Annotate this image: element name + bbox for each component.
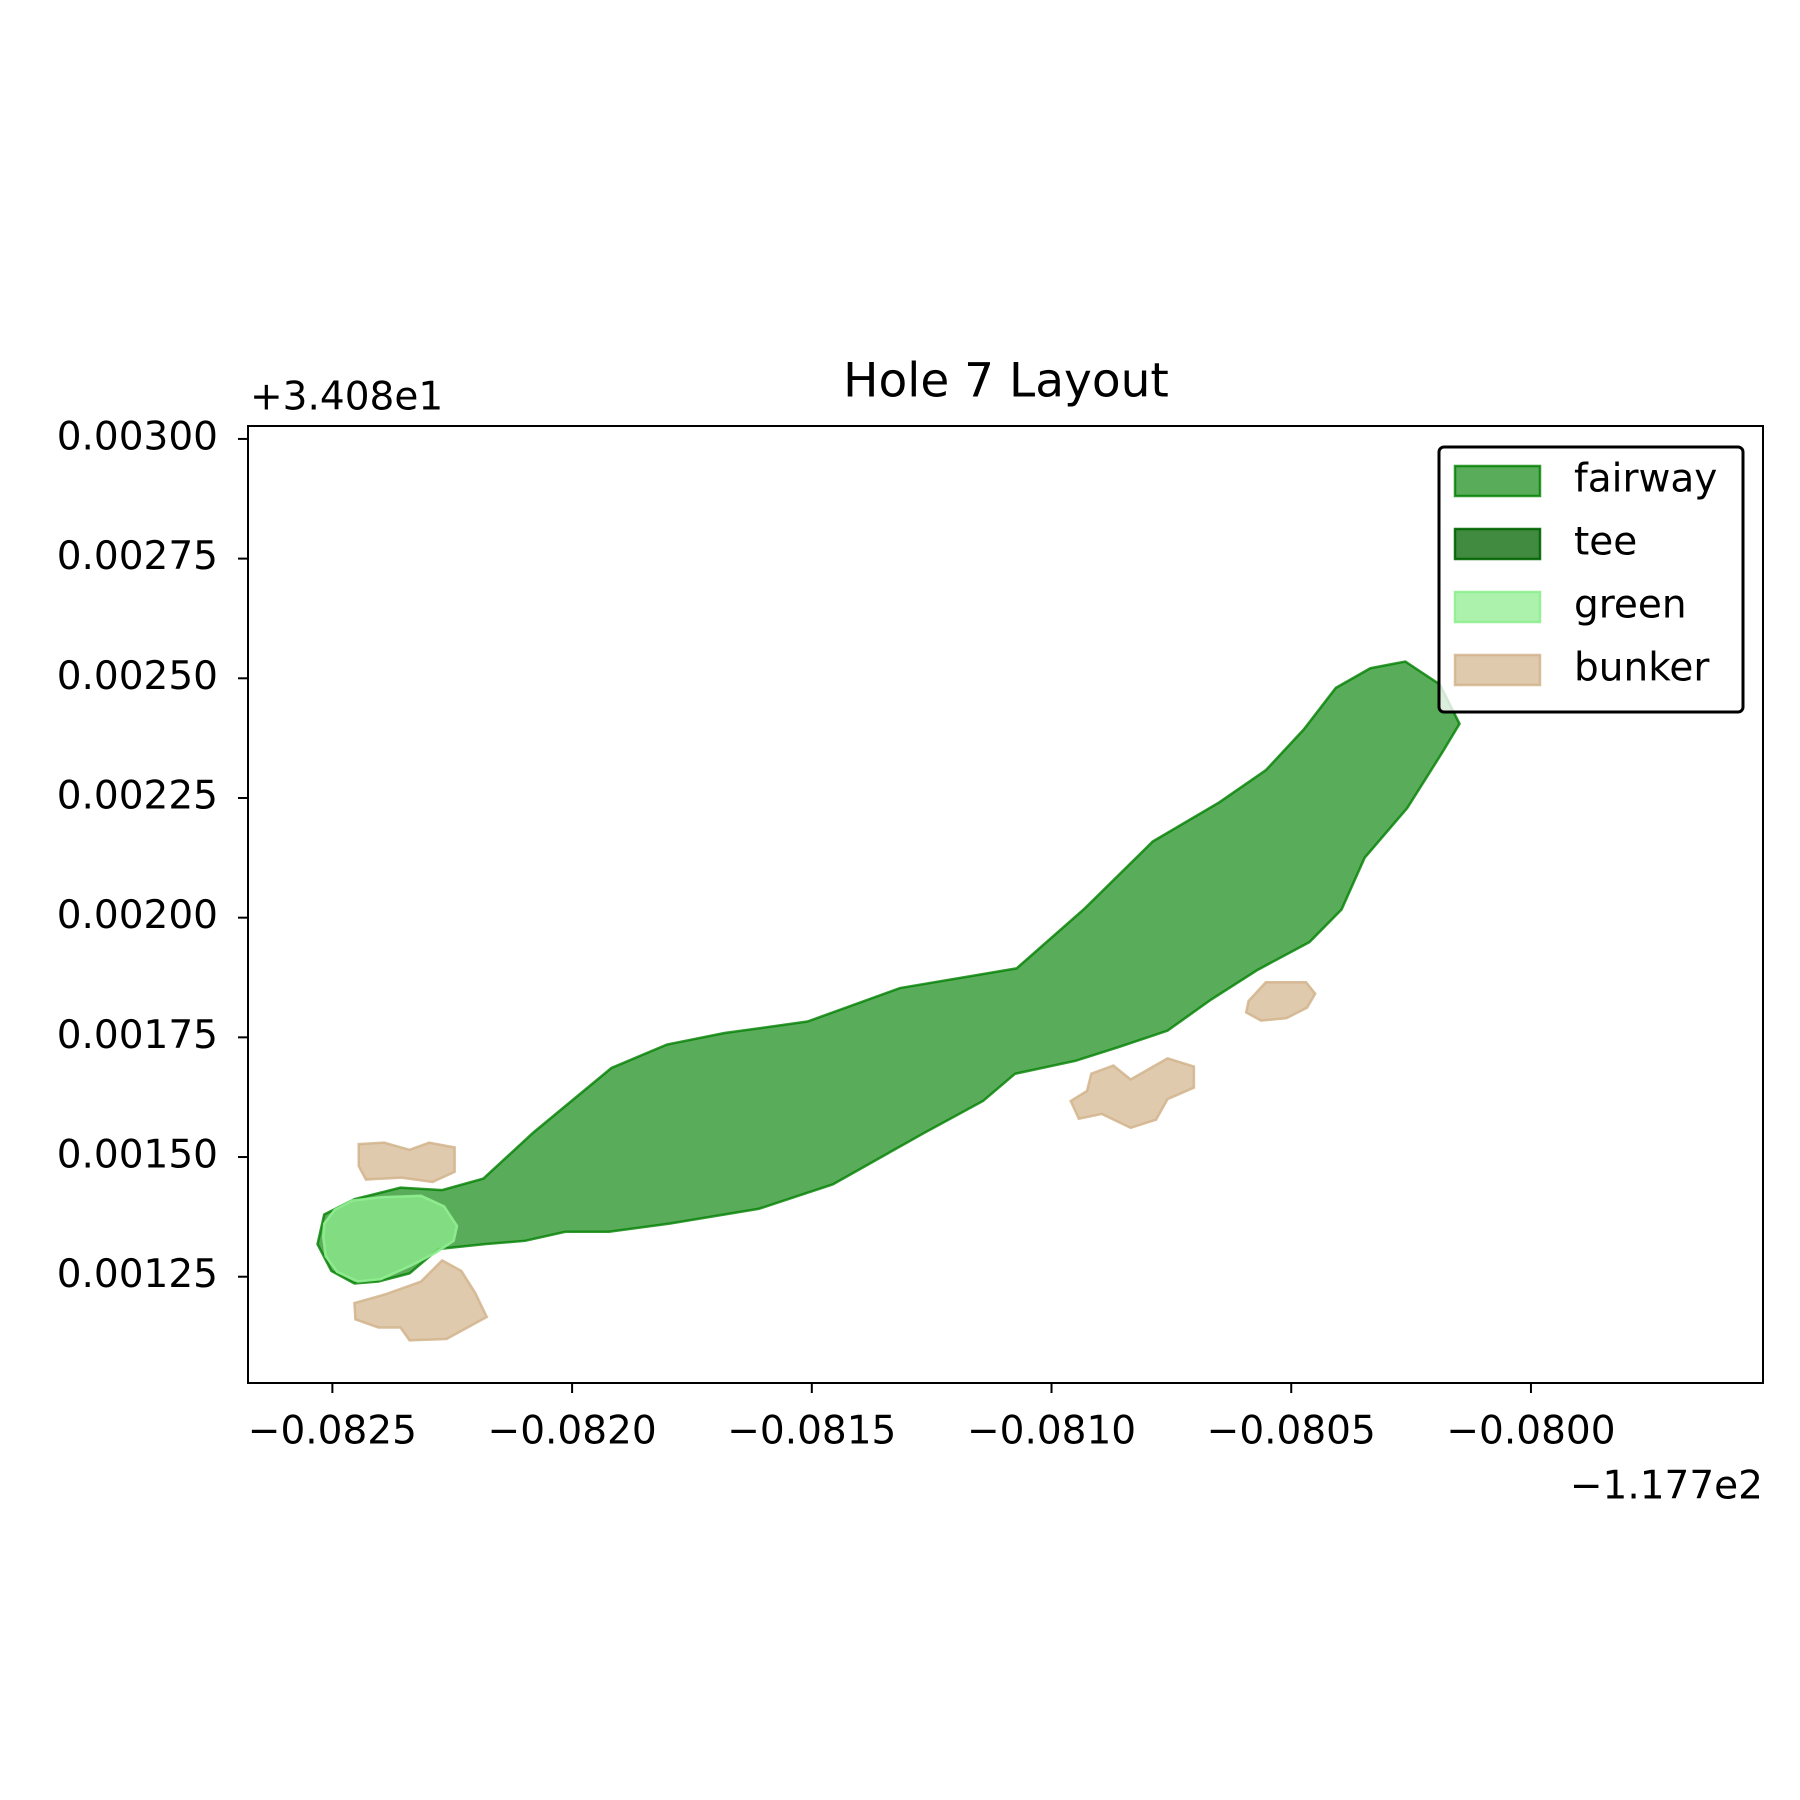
x-offset-label: −1.177e2 [1570,1464,1763,1509]
y-tick-label: 0.00275 [57,534,218,579]
legend-swatch [1453,653,1542,687]
legend-label: fairway [1574,457,1717,502]
x-tick-label: −0.0820 [488,1409,657,1454]
y-tick-label: 0.00150 [57,1133,218,1178]
area-green [322,1194,459,1283]
y-offset-label: +3.408e1 [250,375,443,420]
legend-box [1437,445,1745,714]
y-tick-label: 0.00250 [57,654,218,699]
y-tick-label: 0.00225 [57,773,218,818]
y-tick-label: 0.00200 [57,893,218,938]
x-tick-label: −0.0825 [248,1409,417,1454]
y-tick-label: 0.00175 [57,1013,218,1058]
legend-swatch [1453,590,1542,624]
area-bunker [357,1141,456,1184]
x-tick-label: −0.0815 [727,1409,896,1454]
legend-label: tee [1574,520,1637,565]
area-fairway [316,660,1461,1285]
x-tick-label: −0.0810 [967,1409,1136,1454]
area-bunker [353,1258,489,1342]
legend-swatch [1453,464,1542,498]
chart-title: Hole 7 Layout [843,354,1169,409]
y-tick-label: 0.00300 [57,414,218,459]
legend-label: green [1574,583,1687,628]
x-tick-label: −0.0800 [1446,1409,1615,1454]
legend-swatch [1453,527,1542,561]
x-tick-label: −0.0805 [1207,1409,1376,1454]
axes-frame [247,425,1764,1384]
area-bunker [1069,1057,1196,1130]
legend-label: bunker [1574,646,1710,691]
y-tick-label: 0.00125 [57,1252,218,1297]
area-bunker [1244,981,1317,1022]
